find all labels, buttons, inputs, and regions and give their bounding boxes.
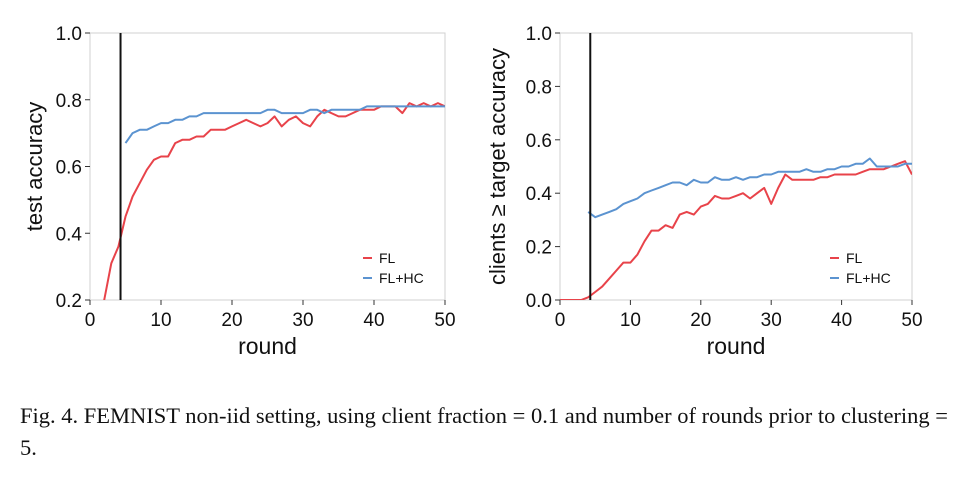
right-chart: 0 10 20 30 40 50 0.0 0.2 0.4 0.6 0.8 1.0 round client… <box>485 24 923 359</box>
left-legend-label: FL <box>379 250 396 266</box>
right-x-axis-label: round <box>707 333 766 359</box>
right-x-tick-label: 50 <box>901 310 922 331</box>
left-chart: 0 10 20 30 40 50 0.2 0.4 0.6 0.8 1.0 round test accu… <box>22 24 456 359</box>
left-y-tick-label: 0.4 <box>56 224 83 245</box>
left-x-axis-label: round <box>238 333 297 359</box>
right-x-tick-label: 0 <box>555 310 566 331</box>
right-x-tick-label: 20 <box>690 310 711 331</box>
left-y-tick-label: 0.2 <box>56 291 82 312</box>
right-y-tick-label: 0.8 <box>526 77 552 98</box>
right-series-fl-line <box>560 160 912 300</box>
left-x-tick-label: 30 <box>292 310 313 331</box>
right-series-fl-hc-line <box>587 157 912 219</box>
left-series-fl-hc-line <box>124 105 445 144</box>
left-x-tick-label: 0 <box>85 310 96 331</box>
right-x-tick-label: 40 <box>831 310 852 331</box>
right-y-tick-label: 0.4 <box>526 184 553 205</box>
left-y-axis-label: test accuracy <box>22 102 47 232</box>
left-x-tick-label: 40 <box>363 310 384 331</box>
right-y-tick-label: 1.0 <box>526 24 552 45</box>
left-x-tick-label: 20 <box>221 310 242 331</box>
right-x-tick-label: 30 <box>761 310 782 331</box>
left-x-tick-label: 50 <box>434 310 455 331</box>
left-x-tick-label: 10 <box>150 310 171 331</box>
right-y-axis-label: clients ≥ target accuracy <box>485 48 510 285</box>
figure-caption: Fig. 4. FEMNIST non-iid setting, using c… <box>20 403 948 460</box>
left-y-tick-label: 0.6 <box>56 158 82 179</box>
right-y-tick-label: 0.2 <box>526 238 552 259</box>
right-legend-label: FL <box>846 250 863 266</box>
figure: 0 10 20 30 40 50 0.2 0.4 0.6 0.8 1.0 round test accu… <box>22 24 923 359</box>
right-plot-frame <box>559 32 913 301</box>
right-legend-label: FL+HC <box>846 270 891 286</box>
left-y-tick-label: 0.8 <box>56 91 82 112</box>
left-y-tick-label: 1.0 <box>56 24 82 45</box>
right-y-tick-label: 0.0 <box>526 291 552 312</box>
left-legend-label: FL+HC <box>379 270 424 286</box>
left-series-fl-line <box>103 102 445 300</box>
right-x-tick-label: 10 <box>620 310 641 331</box>
right-y-tick-label: 0.6 <box>526 131 552 152</box>
